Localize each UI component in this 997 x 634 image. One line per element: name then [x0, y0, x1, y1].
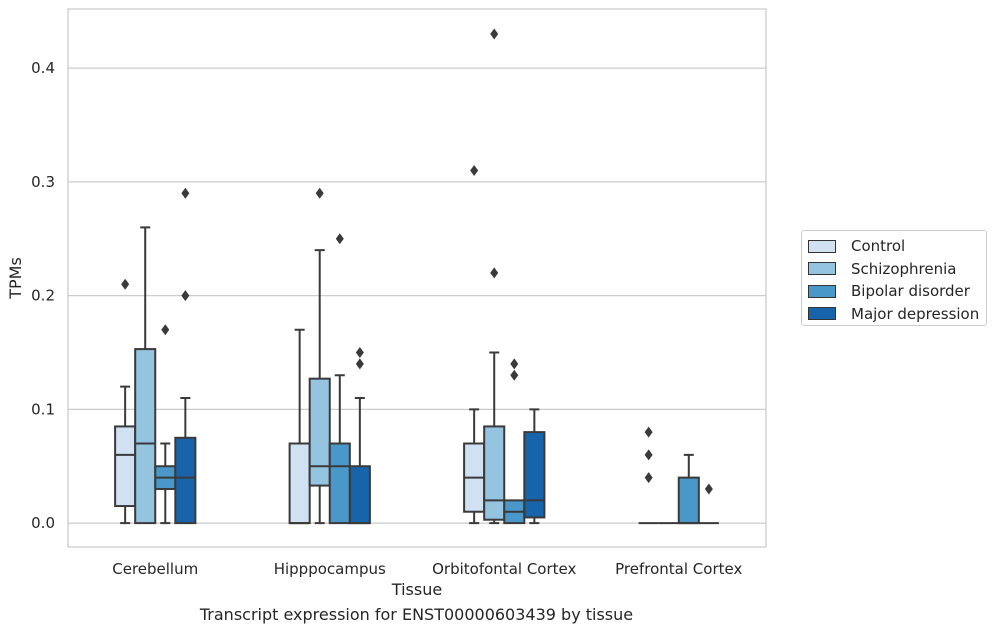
gridlines [68, 67, 766, 524]
box [677, 453, 700, 525]
y-tick-label: 0.2 [31, 287, 55, 305]
legend-swatch [808, 284, 836, 298]
box [483, 28, 506, 525]
legend-item: Major depression [808, 303, 986, 326]
outlier-point [644, 472, 653, 484]
box-body [677, 476, 700, 525]
outlier-point [490, 28, 499, 40]
y-tick-label: 0.1 [31, 400, 55, 418]
outlier-point [355, 347, 364, 359]
x-tick-label: Cerebellum [112, 560, 198, 578]
x-tick-labels: Cerebellum Hipppocampus Orbitofontal Corte… [112, 560, 742, 578]
x-tick-label: Orbitofontal Cortex [432, 560, 576, 578]
plot-marks [114, 28, 719, 525]
box [348, 347, 371, 525]
legend-label: Schizophrenia [851, 259, 957, 278]
outlier-point [470, 165, 479, 177]
legend-swatch [808, 262, 836, 276]
box [328, 233, 351, 525]
box-body [523, 431, 546, 519]
legend-swatch [808, 307, 836, 321]
box [523, 408, 546, 525]
y-tick-label: 0.4 [31, 59, 55, 77]
x-tick-label: Hipppocampus [274, 560, 386, 578]
plot-frame [67, 8, 767, 548]
box-body [308, 377, 331, 487]
outlier-point [315, 187, 324, 199]
box-body [348, 465, 371, 525]
y-tick-labels: 0.0 0.1 0.2 0.3 0.4 [31, 59, 55, 532]
box [288, 328, 311, 525]
box-body [174, 436, 197, 525]
outlier-point [510, 369, 519, 381]
legend-label: Major depression [851, 304, 980, 323]
outlier-point [644, 449, 653, 461]
y-axis-label: TPMs [6, 257, 25, 300]
x-axis-label: Tissue [391, 580, 442, 599]
box-body [288, 442, 311, 525]
outlier-point [355, 358, 364, 370]
outlier-point [510, 358, 519, 370]
legend-item: Bipolar disorder [808, 280, 986, 303]
legend: Control Schizophrenia Bipolar disorder Majo… [801, 230, 987, 326]
outlier-point [181, 187, 190, 199]
outlier-point [335, 233, 344, 245]
y-tick-label: 0.0 [31, 514, 55, 532]
outlier-point [644, 426, 653, 438]
chart-caption: Transcript expression for ENST0000060343… [199, 605, 634, 624]
box-body [114, 425, 137, 508]
outlier-point [704, 483, 713, 495]
legend-item: Control [808, 235, 986, 258]
box [308, 187, 331, 525]
box [698, 483, 719, 525]
box [174, 187, 197, 525]
outlier-point [181, 290, 190, 302]
outlier-point [161, 324, 170, 336]
outlier-point [121, 278, 130, 290]
outlier-point [490, 267, 499, 279]
x-tick-label: Prefrontal Cortex [615, 560, 742, 578]
box [154, 324, 177, 525]
legend-swatch [808, 239, 836, 253]
legend-label: Control [851, 237, 906, 256]
box [503, 358, 526, 525]
box-body [328, 442, 351, 525]
legend-item: Schizophrenia [808, 258, 986, 281]
box [134, 226, 157, 525]
box [114, 278, 137, 525]
box [638, 426, 659, 525]
legend-label: Bipolar disorder [851, 282, 970, 301]
box-body [483, 425, 506, 521]
y-tick-label: 0.3 [31, 173, 55, 191]
box [463, 165, 486, 525]
box-body [134, 348, 157, 525]
